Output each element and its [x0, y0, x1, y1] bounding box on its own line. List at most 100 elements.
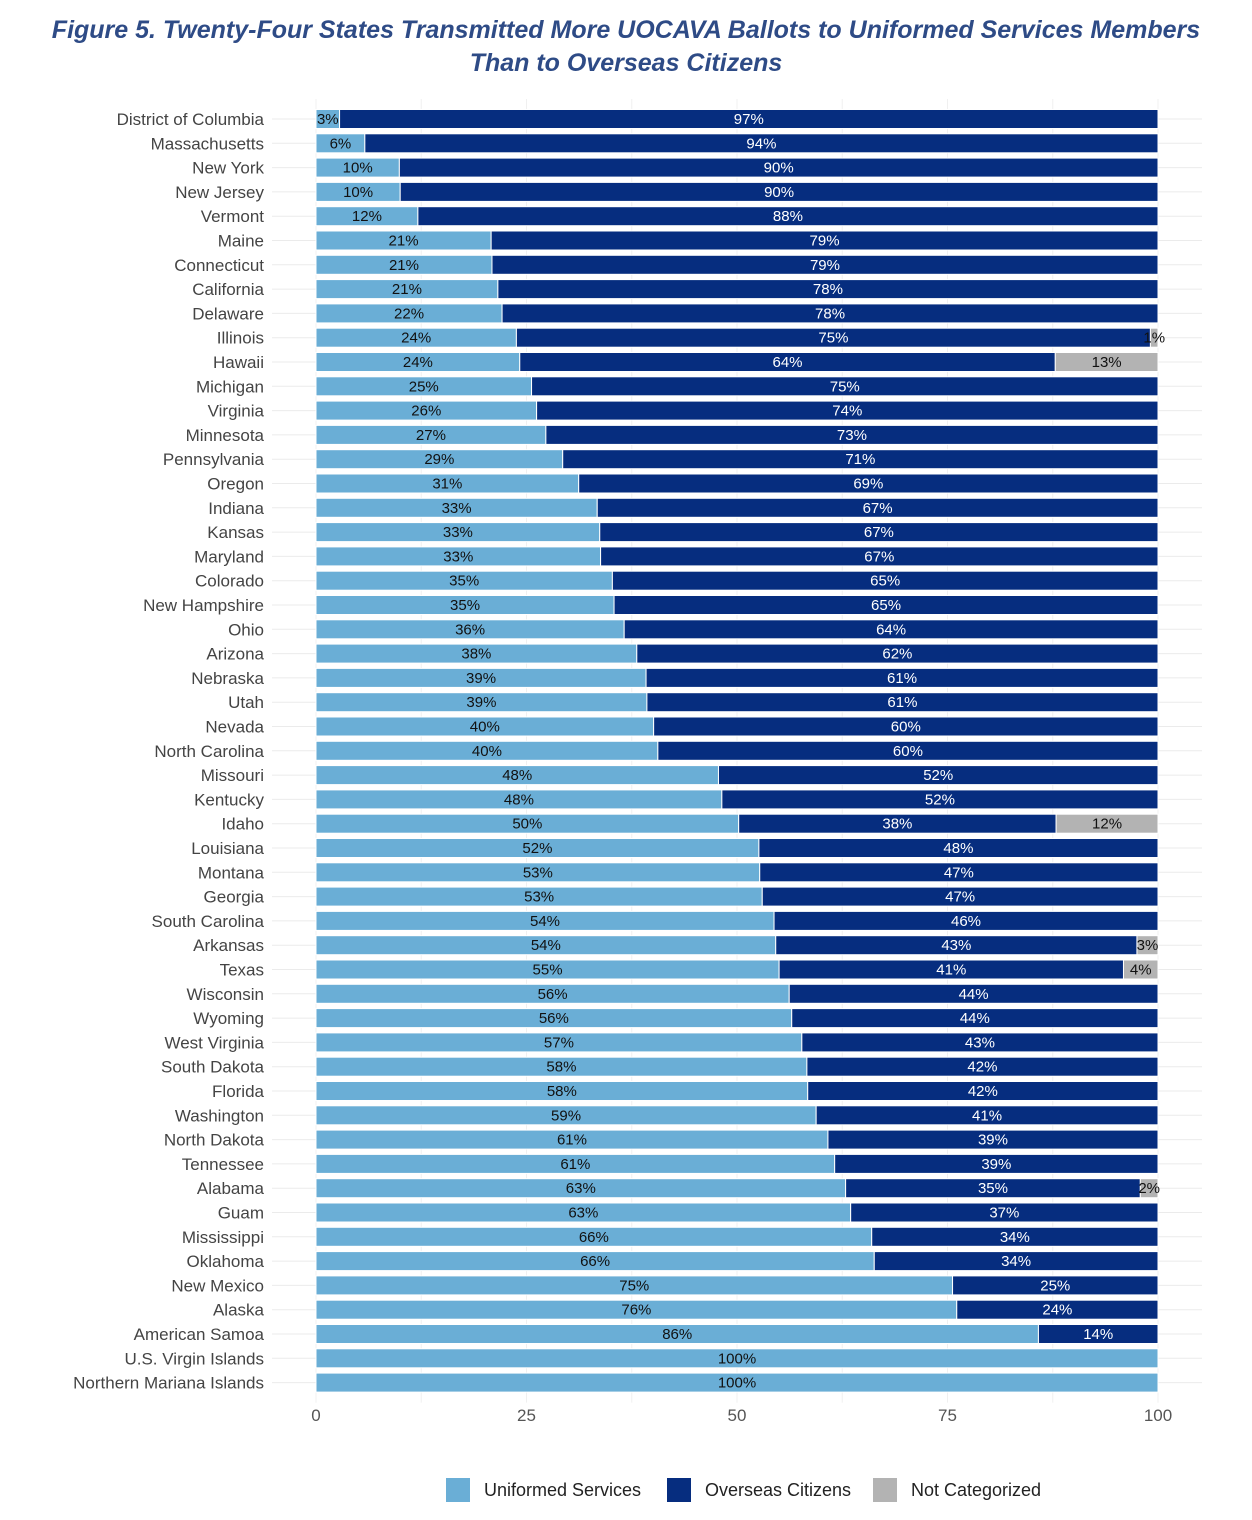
data-label-overseas-citizens: 75%	[818, 330, 848, 347]
data-label-overseas-citizens: 37%	[989, 1205, 1019, 1222]
category-label: Washington	[175, 1106, 264, 1125]
data-label-uniformed-services: 55%	[533, 962, 563, 979]
data-label-not-categorized: 4%	[1130, 962, 1152, 979]
category-label: Maryland	[194, 547, 264, 566]
data-label-uniformed-services: 25%	[409, 378, 439, 395]
data-label-uniformed-services: 53%	[523, 864, 553, 881]
category-label: New Hampshire	[143, 596, 264, 615]
data-label-overseas-citizens: 35%	[978, 1180, 1008, 1197]
bar-overseas-citizens	[611, 570, 1159, 591]
data-label-overseas-citizens: 47%	[945, 889, 975, 906]
data-label-uniformed-services: 36%	[455, 621, 485, 638]
data-label-uniformed-services: 12%	[352, 208, 382, 225]
category-label: Indiana	[208, 499, 264, 518]
data-label-uniformed-services: 86%	[662, 1326, 692, 1343]
data-label-overseas-citizens: 44%	[960, 1010, 990, 1027]
data-label-overseas-citizens: 46%	[951, 913, 981, 930]
data-label-uniformed-services: 40%	[472, 743, 502, 760]
category-label: Connecticut	[174, 256, 264, 275]
data-label-uniformed-services: 52%	[522, 840, 552, 857]
category-label: South Dakota	[161, 1058, 265, 1077]
data-label-overseas-citizens: 64%	[876, 621, 906, 638]
bar-overseas-citizens	[578, 473, 1159, 494]
legend: Uniformed Services Overseas Citizens Not…	[0, 1478, 1252, 1508]
data-label-uniformed-services: 35%	[449, 573, 479, 590]
data-label-overseas-citizens: 90%	[764, 184, 794, 201]
data-label-overseas-citizens: 52%	[925, 791, 955, 808]
category-label: New York	[192, 159, 264, 178]
bar-overseas-citizens	[827, 1129, 1159, 1150]
data-label-overseas-citizens: 62%	[882, 646, 912, 663]
data-label-overseas-citizens: 39%	[981, 1156, 1011, 1173]
bar-overseas-citizens	[623, 619, 1159, 640]
bar-overseas-citizens	[657, 740, 1159, 761]
category-label: Nebraska	[191, 669, 264, 688]
bar-uniformed-services	[315, 1348, 1159, 1369]
data-label-overseas-citizens: 94%	[746, 135, 776, 152]
data-label-overseas-citizens: 74%	[832, 403, 862, 420]
data-label-overseas-citizens: 48%	[943, 840, 973, 857]
category-label: Vermont	[201, 207, 265, 226]
data-label-uniformed-services: 24%	[401, 330, 431, 347]
category-label: Louisiana	[191, 839, 264, 858]
legend-label-not-categorized: Not Categorized	[911, 1479, 1042, 1500]
bar-overseas-citizens	[562, 449, 1159, 470]
bar-overseas-citizens	[759, 862, 1159, 883]
category-label: Maine	[218, 232, 264, 251]
data-label-uniformed-services: 100%	[718, 1375, 756, 1392]
chart-title: Figure 5. Twenty-Four States Transmitted…	[0, 14, 1252, 80]
category-label: Pennsylvania	[163, 450, 265, 469]
data-label-overseas-citizens: 34%	[1001, 1253, 1031, 1270]
data-label-uniformed-services: 40%	[470, 719, 500, 736]
data-label-uniformed-services: 29%	[424, 451, 454, 468]
bar-overseas-citizens	[834, 1153, 1159, 1174]
x-tick-label: 75	[938, 1406, 957, 1425]
category-label: Idaho	[221, 815, 264, 834]
data-label-overseas-citizens: 79%	[810, 257, 840, 274]
x-tick-label: 50	[728, 1406, 747, 1425]
bar-not-categorized	[1136, 935, 1159, 956]
data-label-overseas-citizens: 73%	[837, 427, 867, 444]
data-label-overseas-citizens: 67%	[864, 524, 894, 541]
category-label: Oklahoma	[187, 1252, 265, 1271]
data-label-uniformed-services: 10%	[343, 160, 373, 177]
data-label-uniformed-services: 61%	[560, 1156, 590, 1173]
data-label-overseas-citizens: 25%	[1040, 1277, 1070, 1294]
bar-overseas-citizens	[801, 1032, 1159, 1053]
category-label: Mississippi	[182, 1228, 264, 1247]
data-label-uniformed-services: 33%	[443, 524, 473, 541]
category-label: Michigan	[196, 377, 264, 396]
category-label: Illinois	[217, 329, 264, 348]
data-label-overseas-citizens: 52%	[923, 767, 953, 784]
bar-overseas-citizens	[545, 424, 1159, 445]
data-label-uniformed-services: 75%	[619, 1277, 649, 1294]
data-label-uniformed-services: 56%	[539, 1010, 569, 1027]
category-label: U.S. Virgin Islands	[124, 1349, 264, 1368]
data-label-overseas-citizens: 75%	[830, 378, 860, 395]
category-label: Georgia	[204, 888, 265, 907]
data-label-uniformed-services: 33%	[442, 500, 472, 517]
bar-overseas-citizens	[721, 789, 1159, 810]
data-label-uniformed-services: 21%	[389, 233, 419, 250]
legend-item-not-categorized: Not Categorized	[873, 1478, 1041, 1502]
bar-overseas-citizens	[806, 1056, 1159, 1077]
bar-overseas-citizens	[773, 910, 1159, 931]
bar-overseas-citizens	[815, 1105, 1159, 1126]
category-label: Guam	[218, 1204, 264, 1223]
data-label-uniformed-services: 24%	[403, 354, 433, 371]
data-label-overseas-citizens: 41%	[972, 1107, 1002, 1124]
data-label-uniformed-services: 59%	[551, 1107, 581, 1124]
data-label-uniformed-services: 54%	[530, 913, 560, 930]
category-label: Montana	[198, 863, 265, 882]
data-label-overseas-citizens: 24%	[1042, 1302, 1072, 1319]
bar-overseas-citizens	[956, 1299, 1159, 1320]
legend-item-overseas-citizens: Overseas Citizens	[667, 1478, 851, 1502]
bar-overseas-citizens	[536, 400, 1159, 421]
data-label-uniformed-services: 58%	[547, 1083, 577, 1100]
category-label: Wyoming	[193, 1009, 264, 1028]
data-label-overseas-citizens: 44%	[959, 986, 989, 1003]
bar-overseas-citizens	[807, 1081, 1159, 1101]
data-label-uniformed-services: 54%	[531, 937, 561, 954]
data-label-not-categorized: 3%	[1137, 937, 1159, 954]
bar-overseas-citizens	[653, 716, 1159, 737]
